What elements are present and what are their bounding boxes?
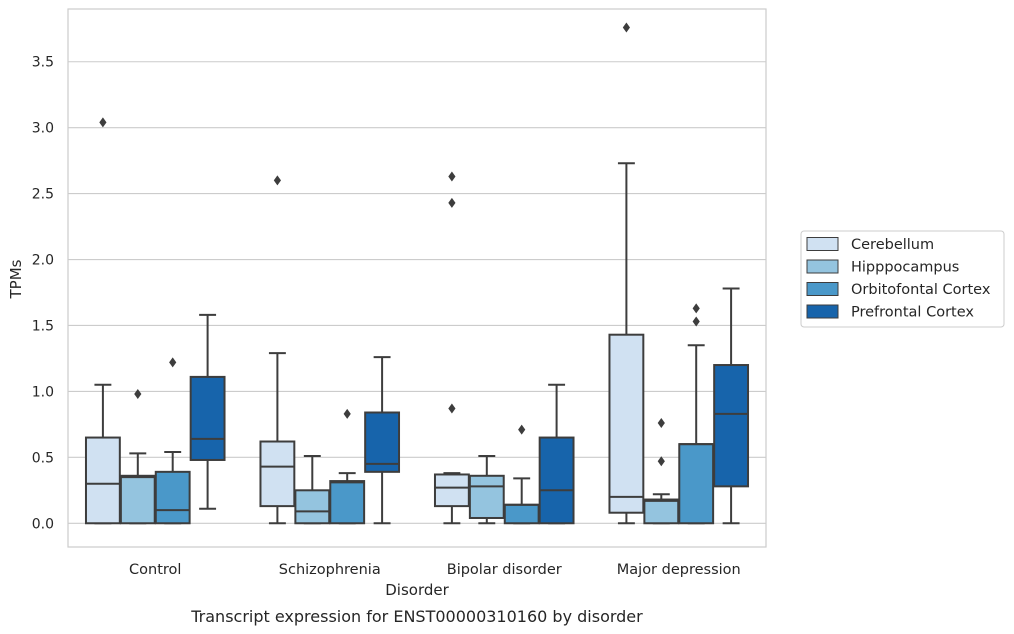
box-3-3 (713, 287, 750, 525)
x-tick-label: Control (129, 562, 181, 578)
iqr-box (329, 480, 366, 525)
iqr-box (364, 411, 401, 473)
x-tick-label: Major depression (617, 562, 741, 578)
y-tick-label: 0.5 (32, 450, 54, 466)
outlier-point (692, 303, 700, 314)
y-tick-label: 0.0 (32, 516, 54, 532)
iqr-box (84, 436, 121, 525)
box-1-1 (294, 455, 331, 525)
legend: Cerebellum Hipppocampus Orbitofontal Corte… (800, 230, 1005, 328)
box-0-3 (189, 313, 226, 510)
outlier-point (273, 175, 281, 186)
outlier-point (622, 22, 630, 33)
iqr-box (119, 474, 156, 525)
box-0-2 (154, 357, 191, 525)
iqr-box (538, 436, 575, 525)
y-axis-label: TPMs (7, 259, 25, 299)
legend-label: Prefrontal Cortex (851, 305, 974, 321)
iqr-box (259, 440, 296, 508)
y-tick-label: 1.5 (32, 318, 54, 334)
y-tick-label: 3.5 (32, 55, 54, 71)
outlier-point (99, 117, 107, 128)
iqr-box (643, 498, 680, 525)
outlier-point (134, 389, 142, 400)
outlier-point (518, 424, 526, 435)
box-3-0 (608, 22, 645, 525)
outlier-point (169, 357, 177, 368)
y-tick-label: 3.0 (32, 121, 54, 137)
x-tick-label: Schizophrenia (279, 562, 381, 578)
iqr-box (294, 489, 331, 525)
outlier-point (448, 403, 456, 414)
iqr-box (189, 375, 226, 461)
legend-label: Orbitofontal Cortex (851, 282, 991, 298)
iqr-box (608, 333, 645, 514)
iqr-box (468, 474, 505, 519)
box-2-3 (538, 383, 575, 525)
box-1-3 (364, 356, 401, 525)
box-3-2 (678, 303, 715, 525)
y-tick-label: 1.0 (32, 384, 54, 400)
iqr-box (503, 503, 540, 525)
boxes-layer (84, 22, 750, 525)
outlier-point (657, 456, 665, 467)
iqr-box (154, 470, 191, 525)
iqr-box (678, 443, 715, 525)
box-1-0 (259, 175, 296, 525)
box-2-2 (503, 424, 540, 525)
box-2-0 (433, 171, 470, 525)
outlier-point (343, 408, 351, 419)
legend-swatch (806, 237, 839, 251)
y-tick-label: 2.0 (32, 253, 54, 269)
legend-swatch (806, 304, 839, 319)
outlier-point (448, 171, 456, 182)
outlier-point (692, 316, 700, 327)
legend-swatch (806, 259, 839, 274)
legend-frame (800, 230, 1005, 328)
plot-frame (67, 8, 767, 548)
x-axis-label: Disorder (385, 581, 449, 599)
box-3-1 (643, 418, 680, 525)
box-2-1 (468, 455, 505, 525)
figure-caption: Transcript expression for ENST0000031016… (190, 607, 643, 626)
y-tick-labels: 0.0 0.5 1.0 1.5 2.0 2.5 3.0 3.5 (32, 55, 54, 533)
x-tick-label: Bipolar disorder (447, 562, 562, 578)
box-0-0 (84, 117, 121, 525)
box-1-2 (329, 408, 366, 525)
iqr-box (713, 364, 750, 488)
iqr-box (433, 473, 470, 508)
legend-swatch (806, 282, 839, 296)
legend-label: Cerebellum (851, 237, 934, 253)
y-tick-label: 2.5 (32, 187, 54, 203)
x-tick-labels: Control Schizophrenia Bipolar disorder Majo… (129, 562, 741, 578)
outlier-point (657, 418, 665, 429)
outlier-point (448, 197, 456, 208)
box-0-1 (119, 389, 156, 525)
legend-label: Hipppocampus (851, 260, 959, 276)
